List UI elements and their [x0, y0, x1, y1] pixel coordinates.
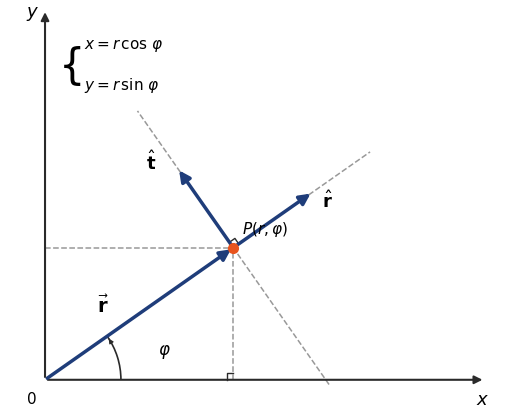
Text: $P(r, \varphi)$: $P(r, \varphi)$ [242, 220, 288, 238]
Text: y: y [26, 3, 36, 21]
Text: $\{$: $\{$ [58, 44, 81, 88]
Text: x: x [476, 391, 487, 409]
Text: 0: 0 [26, 392, 36, 407]
Text: $\hat{\mathbf{r}}$: $\hat{\mathbf{r}}$ [321, 190, 332, 212]
Text: $\hat{\mathbf{t}}$: $\hat{\mathbf{t}}$ [146, 150, 156, 174]
Text: $x = r\,\cos\,\varphi$: $x = r\,\cos\,\varphi$ [84, 37, 164, 54]
Text: $\varphi$: $\varphi$ [158, 343, 170, 361]
Text: $\vec{\mathbf{r}}$: $\vec{\mathbf{r}}$ [96, 295, 109, 317]
Text: $y = r\,\sin\,\varphi$: $y = r\,\sin\,\varphi$ [84, 76, 160, 95]
